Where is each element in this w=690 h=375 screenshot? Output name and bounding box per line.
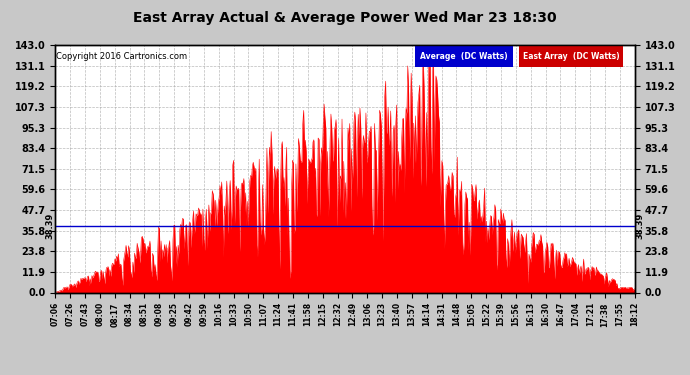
Text: East Array  (DC Watts): East Array (DC Watts) xyxy=(523,52,620,61)
FancyBboxPatch shape xyxy=(519,45,623,67)
Text: 38.39: 38.39 xyxy=(46,213,55,239)
Text: 38.39: 38.39 xyxy=(635,213,644,239)
FancyBboxPatch shape xyxy=(415,45,513,67)
Text: East Array Actual & Average Power Wed Mar 23 18:30: East Array Actual & Average Power Wed Ma… xyxy=(133,11,557,25)
Text: Average  (DC Watts): Average (DC Watts) xyxy=(420,52,508,61)
Text: Copyright 2016 Cartronics.com: Copyright 2016 Cartronics.com xyxy=(57,53,188,62)
